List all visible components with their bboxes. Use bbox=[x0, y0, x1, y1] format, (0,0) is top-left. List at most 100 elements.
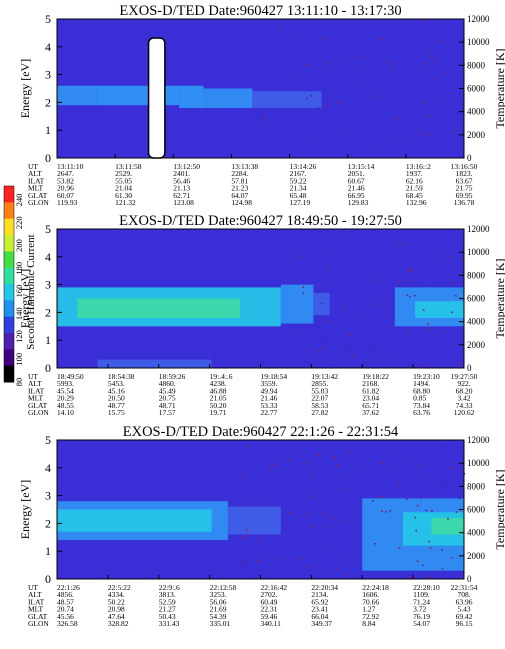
table-cell: 66.04 bbox=[311, 612, 328, 621]
y-tick-label: 1 bbox=[45, 544, 51, 558]
table-cell: 48.57 bbox=[57, 597, 74, 606]
noise-point bbox=[424, 101, 426, 103]
noise-point bbox=[310, 525, 312, 528]
noise-point bbox=[459, 363, 462, 366]
noise-point bbox=[326, 287, 329, 289]
noise-point bbox=[450, 557, 453, 559]
noise-point bbox=[395, 242, 397, 244]
table-cell: 20.50 bbox=[108, 394, 125, 403]
table-cell: 15.75 bbox=[108, 408, 125, 417]
noise-point bbox=[330, 517, 333, 519]
y2-tick-label: 4000 bbox=[467, 317, 486, 327]
table-row-label: GLON bbox=[28, 619, 49, 628]
table-row-label: ALT bbox=[28, 379, 42, 388]
table-row-label: UT bbox=[28, 162, 38, 171]
table-cell: 62.71 bbox=[173, 191, 190, 200]
y2-tick-label: 4000 bbox=[467, 107, 486, 117]
table-cell: 55.05 bbox=[115, 176, 132, 185]
colorbar-segment bbox=[4, 186, 14, 203]
table-cell: 60.49 bbox=[261, 597, 278, 606]
table-cell: 21.34 bbox=[290, 184, 307, 193]
colorbar-tick-label: 240 bbox=[14, 194, 24, 207]
table-cell: 58.53 bbox=[311, 401, 328, 410]
table-cell: 19:23:10 bbox=[413, 372, 440, 381]
table-cell: 21.75 bbox=[456, 184, 473, 193]
y-tick-label: 3 bbox=[45, 278, 51, 292]
noise-point bbox=[346, 231, 348, 233]
noise-point bbox=[406, 576, 408, 578]
noise-point bbox=[307, 566, 310, 568]
table-cell: 60.07 bbox=[57, 191, 74, 200]
y2-tick-label: 6000 bbox=[467, 294, 486, 304]
noise-point bbox=[266, 557, 269, 560]
noise-point bbox=[261, 122, 264, 125]
table-cell: 132.96 bbox=[406, 198, 427, 207]
noise-point bbox=[396, 450, 399, 452]
table-cell: 2051. bbox=[348, 169, 365, 178]
noise-point bbox=[348, 451, 351, 454]
table-row-label: GLAT bbox=[28, 191, 48, 200]
noise-point bbox=[427, 133, 429, 136]
y-tick-label: 4 bbox=[45, 461, 51, 475]
table-cell: 21.46 bbox=[261, 394, 278, 403]
table-cell: 50.20 bbox=[210, 401, 227, 410]
y2-tick-label: 12000 bbox=[467, 224, 490, 234]
noise-point bbox=[323, 340, 326, 343]
table-row-label: ILAT bbox=[28, 597, 45, 606]
table-cell: 1606. bbox=[362, 590, 379, 599]
table-cell: 922. bbox=[457, 379, 470, 388]
noise-point bbox=[381, 496, 383, 498]
table-cell: 56.06 bbox=[210, 597, 227, 606]
table-cell: 22:20:34 bbox=[311, 583, 338, 592]
table-cell: 3253. bbox=[210, 590, 227, 599]
table-cell: 22:16:42 bbox=[261, 583, 288, 592]
table-cell: 2167. bbox=[290, 169, 307, 178]
noise-point bbox=[432, 253, 435, 256]
noise-point bbox=[327, 266, 329, 268]
noise-point bbox=[325, 105, 327, 108]
table-row-label: MLT bbox=[28, 184, 44, 193]
colorbar-segment bbox=[4, 316, 14, 334]
noise-point bbox=[437, 40, 440, 43]
spectrogram-band bbox=[252, 91, 322, 108]
y2-tick-label: 6000 bbox=[467, 84, 486, 94]
colorbar-tick-label: 120 bbox=[14, 330, 24, 343]
noise-point bbox=[310, 495, 312, 498]
table-row-label: GLAT bbox=[28, 612, 48, 621]
table-row-label: ILAT bbox=[28, 386, 45, 395]
y-tick-label: 2 bbox=[45, 516, 51, 530]
noise-point bbox=[444, 73, 447, 75]
y2-axis-label: Temperature [K] bbox=[493, 258, 505, 338]
table-cell: 47.64 bbox=[108, 612, 125, 621]
noise-point bbox=[368, 349, 371, 351]
noise-point bbox=[346, 475, 349, 478]
table-cell: 4334. bbox=[108, 590, 125, 599]
table-cell: 96.15 bbox=[456, 619, 473, 628]
table-cell: 2855. bbox=[311, 379, 328, 388]
table-cell: 3559. bbox=[261, 379, 278, 388]
table-cell: 1937. bbox=[406, 169, 423, 178]
noise-point bbox=[324, 548, 327, 550]
table-cell: 22.31 bbox=[261, 605, 278, 614]
table-cell: 72.92 bbox=[362, 612, 379, 621]
noise-point bbox=[303, 350, 305, 353]
noise-point bbox=[367, 467, 369, 469]
y-tick-label: 2 bbox=[45, 305, 51, 319]
spectrogram-band bbox=[179, 85, 204, 108]
noise-point bbox=[408, 280, 411, 283]
noise-point bbox=[419, 465, 421, 468]
noise-point bbox=[372, 279, 374, 282]
table-cell: 129.83 bbox=[348, 198, 369, 207]
noise-point bbox=[403, 243, 406, 246]
table-cell: 69.95 bbox=[456, 191, 473, 200]
table-cell: 326.58 bbox=[57, 619, 78, 628]
y2-tick-label: 2000 bbox=[467, 130, 486, 140]
noise-point bbox=[311, 476, 313, 478]
table-cell: 4856. bbox=[57, 590, 74, 599]
y2-tick-label: 10000 bbox=[467, 458, 490, 468]
table-cell: 52.59 bbox=[159, 597, 176, 606]
table-cell: 119.93 bbox=[57, 198, 78, 207]
table-cell: 55.03 bbox=[311, 386, 328, 395]
table-cell: 60.67 bbox=[348, 176, 365, 185]
table-cell: 21.69 bbox=[210, 605, 227, 614]
